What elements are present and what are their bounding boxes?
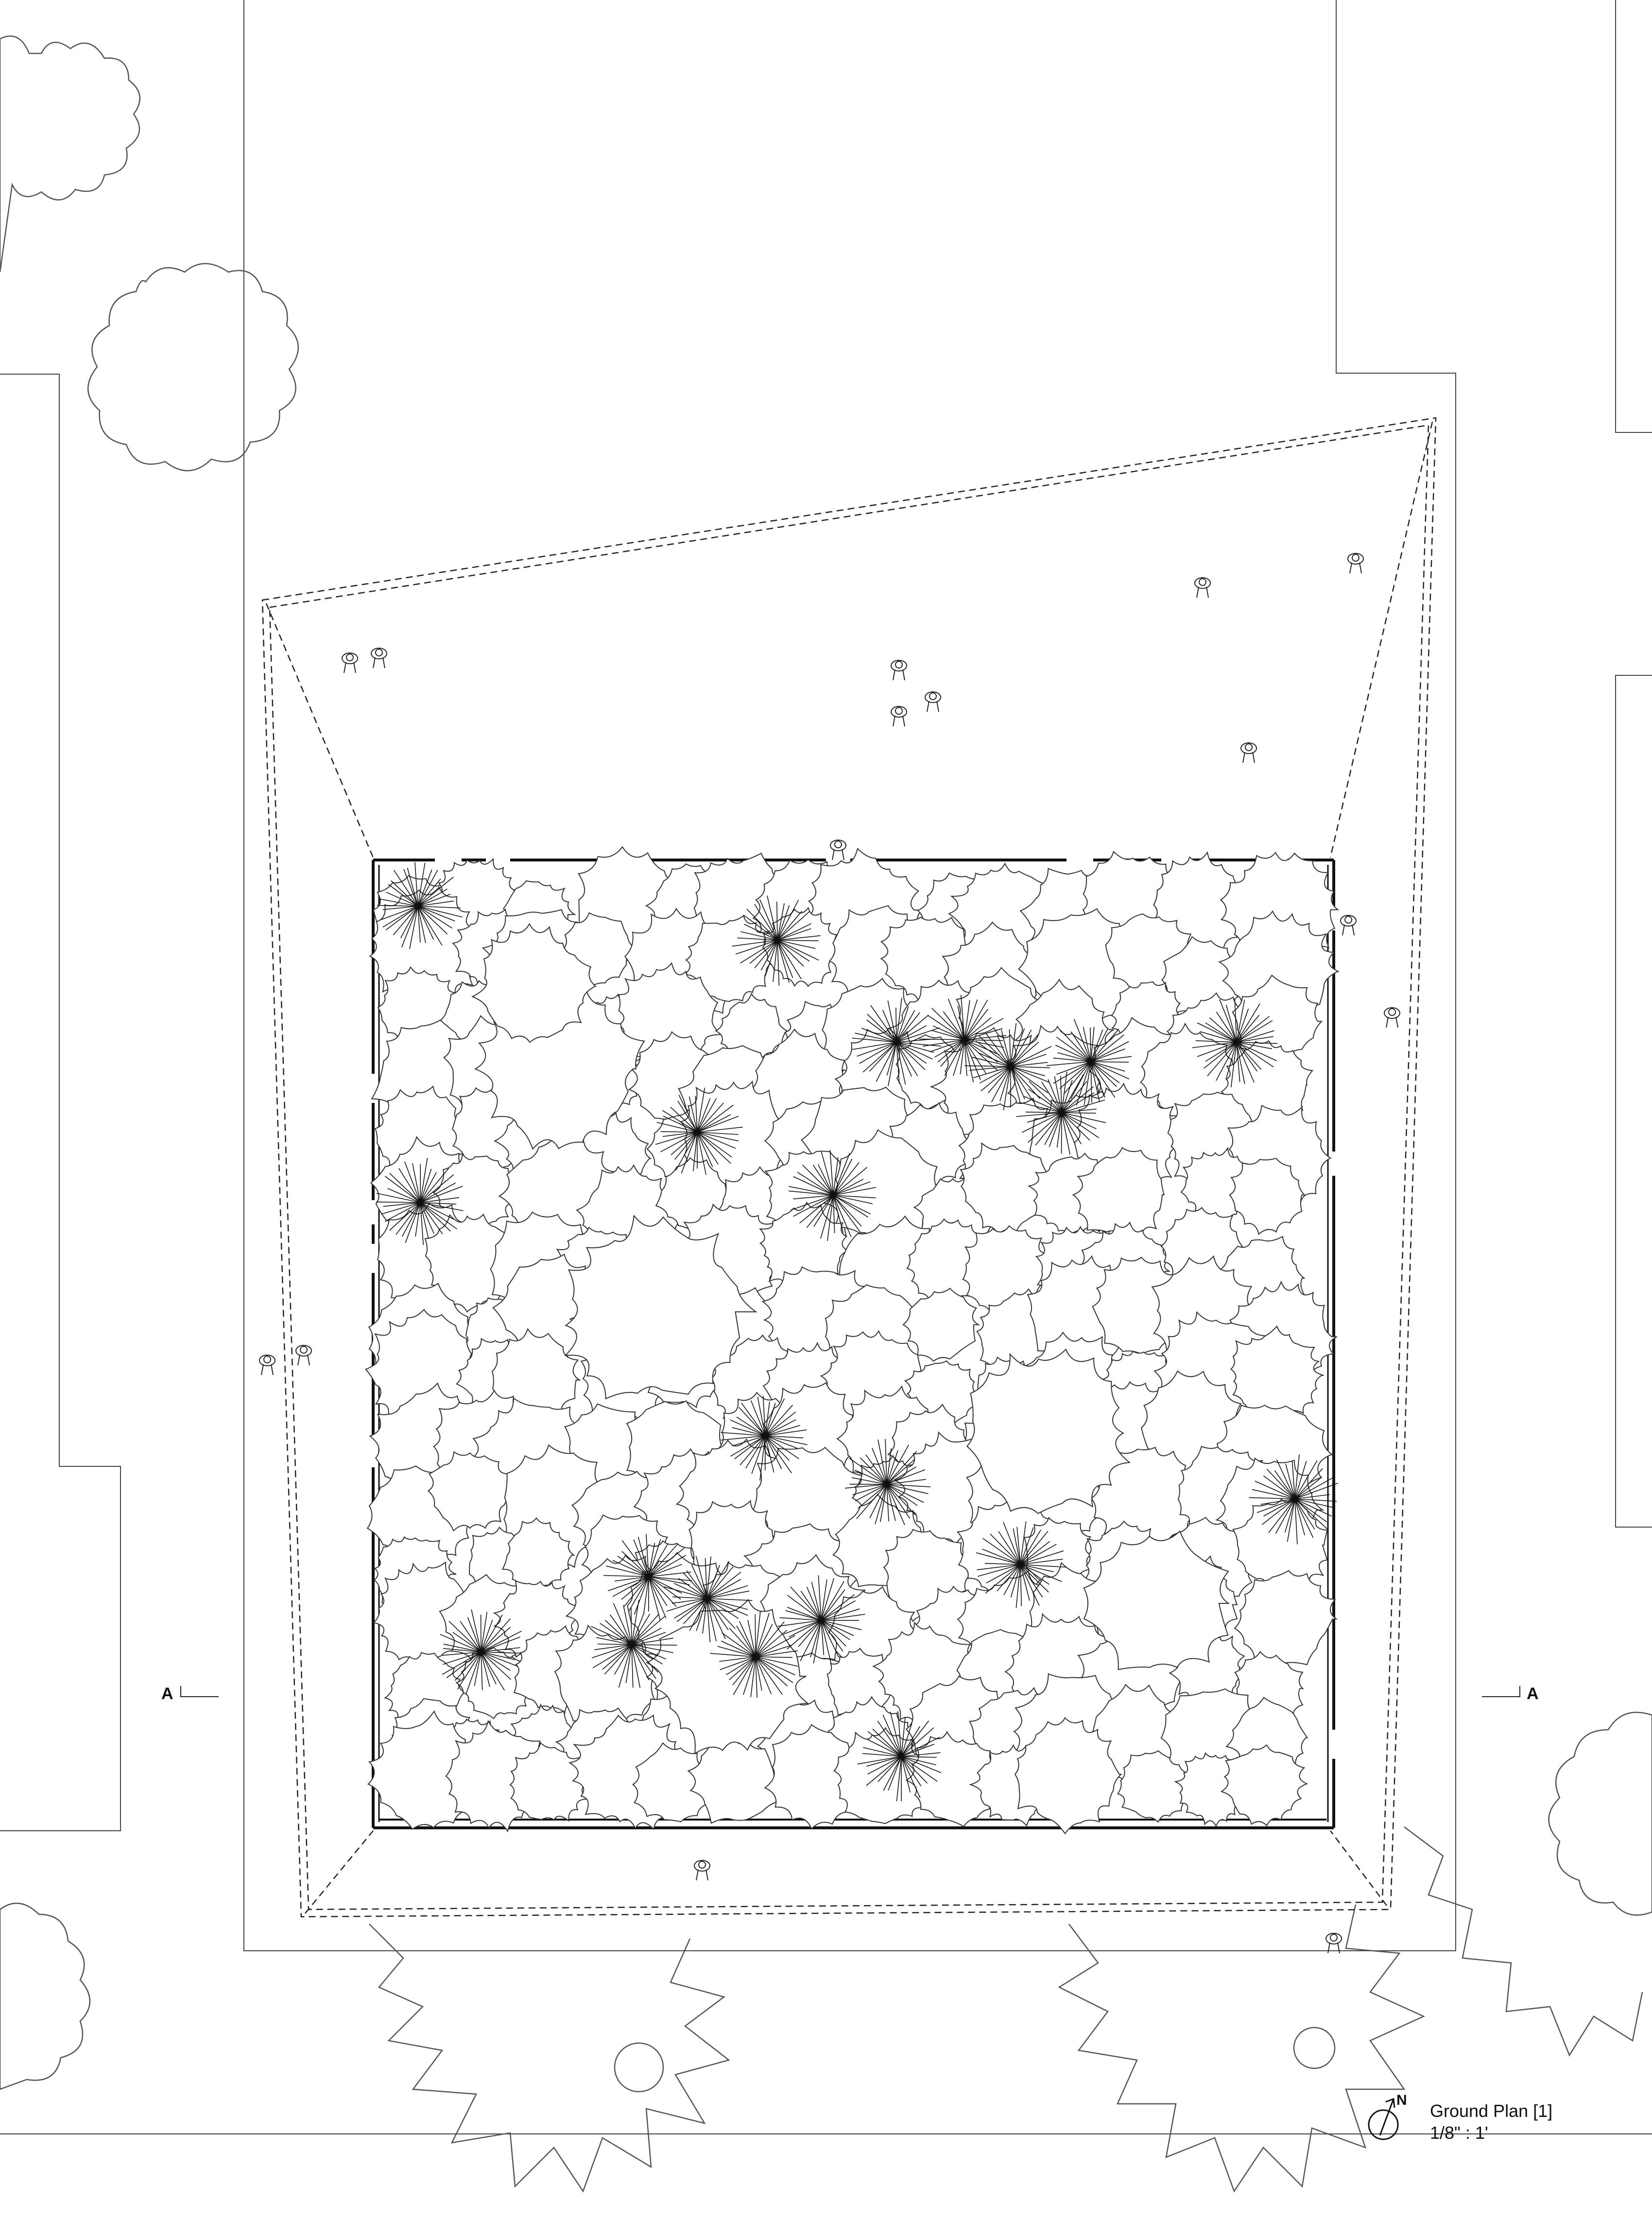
interior-tree-canopies bbox=[365, 846, 1340, 1835]
palm-tree bbox=[376, 1157, 464, 1245]
tree-canopy bbox=[902, 1288, 981, 1362]
palm-tree bbox=[590, 1599, 677, 1688]
tree-canopy bbox=[432, 1153, 520, 1235]
person-figure bbox=[1347, 553, 1364, 574]
person-figure bbox=[371, 648, 387, 669]
tree-canopy bbox=[687, 1734, 781, 1824]
palm-tree bbox=[440, 1609, 522, 1695]
person-figure bbox=[1194, 577, 1211, 598]
context-tree-2 bbox=[87, 263, 299, 472]
site-boundary bbox=[243, 0, 1456, 1951]
palm-tree bbox=[857, 1711, 942, 1802]
person-figure bbox=[259, 1355, 275, 1375]
tree-canopy bbox=[632, 1742, 712, 1822]
roof-outline-outer bbox=[261, 417, 1437, 1918]
right-building-outline-bottom bbox=[1615, 675, 1652, 1528]
large-tree-canopy bbox=[564, 1214, 757, 1400]
tree-canopy bbox=[1220, 1744, 1308, 1827]
context-tree-4 bbox=[0, 1902, 91, 2090]
tree-canopy bbox=[762, 907, 843, 987]
tree-canopy bbox=[905, 1731, 1006, 1827]
person-figure bbox=[1240, 742, 1257, 763]
street-trees bbox=[369, 1826, 1643, 2193]
tree-canopy bbox=[684, 914, 777, 1002]
person-figure bbox=[694, 1860, 710, 1881]
roof-outline-inner bbox=[269, 424, 1429, 1910]
person-figure bbox=[925, 691, 941, 712]
tree-canopy bbox=[1014, 1717, 1122, 1835]
tree-canopy bbox=[455, 1647, 531, 1719]
plan-scale: 1/8" : 1' bbox=[1430, 2123, 1488, 2143]
context-trees bbox=[0, 35, 1652, 2090]
palm-tree bbox=[1249, 1454, 1338, 1545]
people-figures bbox=[259, 553, 1400, 1954]
tree-canopy bbox=[427, 1451, 517, 1531]
palm-tree bbox=[919, 995, 1007, 1083]
context-tree-3 bbox=[1548, 1712, 1652, 1916]
plan-title: Ground Plan [1] bbox=[1430, 2101, 1552, 2121]
roof-ridge-bottom-right bbox=[1330, 1830, 1387, 1906]
palm-tree bbox=[976, 1521, 1066, 1608]
person-figure bbox=[1340, 915, 1357, 936]
palm-tree bbox=[1046, 1019, 1132, 1105]
person-figure bbox=[295, 1345, 312, 1366]
street-tree-2 bbox=[1058, 1904, 1426, 2193]
tree-canopy bbox=[1117, 1750, 1193, 1823]
roof-ridge-right bbox=[1329, 421, 1433, 858]
tree-canopy bbox=[1229, 1157, 1306, 1235]
palm-tree bbox=[710, 1611, 798, 1698]
palm-tree bbox=[777, 1575, 865, 1664]
street-tree-trunk-1 bbox=[614, 2042, 664, 2093]
palm-tree bbox=[664, 1556, 753, 1643]
tree-canopy bbox=[367, 1710, 483, 1830]
tree-canopy bbox=[1234, 1570, 1338, 1666]
roof-outline bbox=[261, 417, 1437, 1918]
person-figure bbox=[891, 660, 907, 681]
tree-canopy bbox=[764, 1724, 873, 1830]
palm-tree bbox=[852, 997, 942, 1086]
palm-tree bbox=[789, 1150, 877, 1241]
site-context bbox=[0, 0, 1652, 2134]
palm-tree bbox=[655, 1087, 743, 1175]
large-tree-canopy bbox=[966, 1348, 1131, 1514]
palm-tree bbox=[732, 895, 821, 986]
palm-tree bbox=[844, 1439, 930, 1525]
palm-tree bbox=[377, 862, 463, 949]
section-marker-right-label: A bbox=[1527, 1685, 1539, 1703]
tree-canopy bbox=[509, 1742, 588, 1822]
section-marker-left-label: A bbox=[161, 1685, 173, 1703]
tree-canopy bbox=[833, 1727, 936, 1824]
section-marker-right: A bbox=[1482, 1685, 1539, 1703]
street-tree-trunk-2 bbox=[1293, 2027, 1336, 2069]
person-figure bbox=[830, 840, 846, 860]
context-tree-1 bbox=[0, 35, 141, 273]
roof-ridge-left bbox=[265, 603, 374, 858]
section-marker-left: A bbox=[161, 1685, 219, 1703]
person-figure bbox=[1384, 1007, 1400, 1028]
roof-ridge-bottom-left bbox=[305, 1830, 374, 1914]
right-building-outline-top bbox=[1615, 0, 1652, 433]
palm-tree bbox=[1016, 1071, 1106, 1155]
north-arrow-label: N bbox=[1396, 2092, 1407, 2108]
person-figure bbox=[342, 653, 358, 673]
left-building-outline bbox=[0, 374, 121, 1831]
street-tree-1 bbox=[369, 1924, 730, 2193]
person-figure bbox=[1325, 1933, 1342, 1954]
tree-canopy bbox=[501, 1517, 576, 1590]
palm-tree bbox=[721, 1395, 808, 1481]
north-arrow-icon: N bbox=[1368, 2092, 1407, 2140]
interior-palm-trees bbox=[376, 862, 1338, 1802]
palm-tree bbox=[603, 1534, 692, 1620]
palm-tree bbox=[964, 1023, 1052, 1111]
large-tree-canopy bbox=[471, 923, 597, 1043]
large-tree-canopy bbox=[646, 1599, 809, 1755]
tree-canopy bbox=[960, 1142, 1056, 1237]
large-tree-canopy bbox=[1083, 1530, 1230, 1670]
person-figure bbox=[891, 706, 907, 727]
street-tree-3 bbox=[1404, 1826, 1643, 2057]
palm-tree bbox=[1192, 998, 1278, 1087]
